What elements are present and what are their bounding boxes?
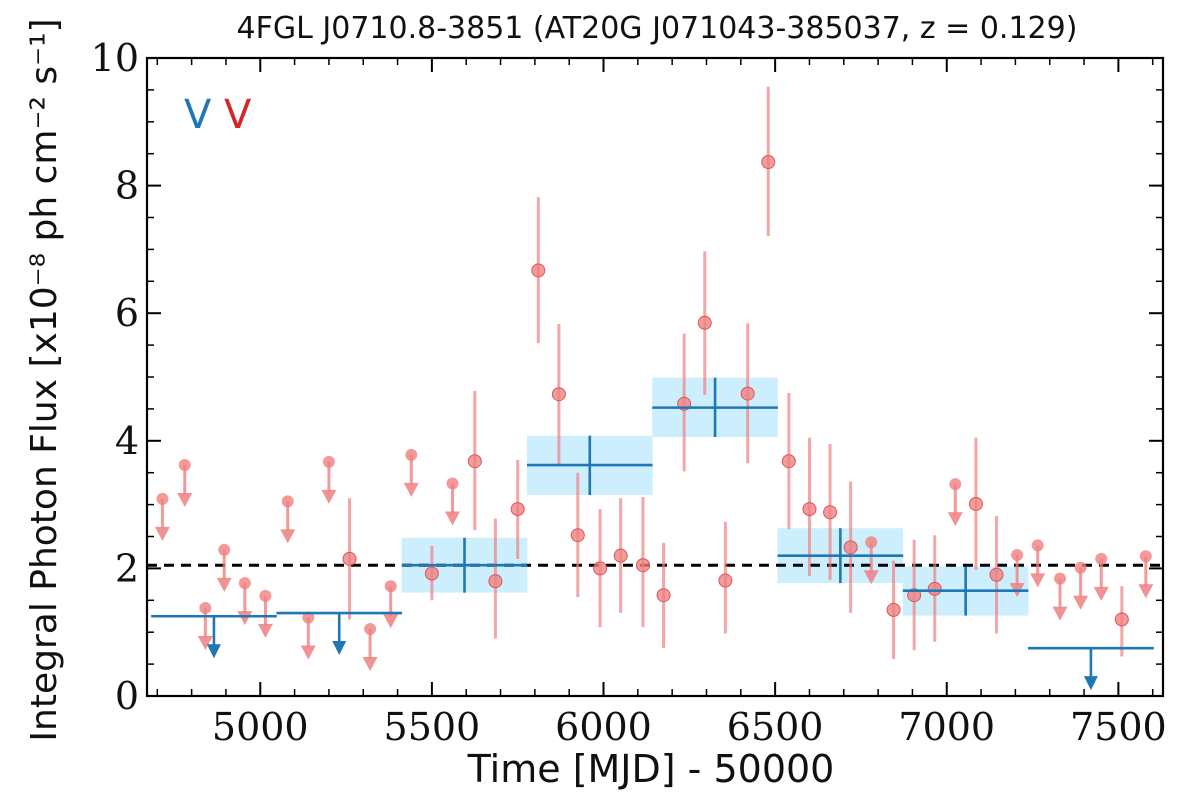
red-upper-limit-arrow [863, 570, 879, 585]
y-tick-label: 8 [115, 164, 139, 208]
legend-entry-red: V [224, 92, 252, 138]
red-upper-limit-point [156, 492, 169, 505]
red-data-point [593, 561, 608, 576]
v-upper-limit-arrow [206, 644, 221, 659]
red-data-point [886, 602, 901, 617]
red-upper-limit-arrow [300, 645, 316, 660]
red-upper-limit-arrow [1138, 584, 1154, 599]
red-upper-limit-point [865, 536, 878, 549]
red-upper-limit-point [259, 589, 272, 602]
y-axis-label: Integral Photon Flux [x10⁻⁸ ph cm⁻² s⁻¹] [24, 18, 65, 741]
red-data-point [570, 528, 585, 543]
red-data-point [802, 502, 817, 517]
red-upper-limit-point [1054, 572, 1067, 585]
red-upper-limit-arrow [1052, 606, 1068, 621]
red-upper-limit-arrow [321, 489, 337, 504]
red-upper-limit-arrow [154, 526, 170, 541]
x-axis-label: Time [MJD] - 50000 [467, 747, 835, 791]
red-upper-limit-arrow [362, 657, 378, 672]
red-data-point [1114, 612, 1129, 627]
red-data-point [656, 588, 671, 603]
red-upper-limit-point [281, 495, 294, 508]
red-upper-limit-point [178, 459, 191, 472]
red-data-point [761, 154, 776, 169]
red-upper-limit-point [1011, 549, 1024, 562]
red-upper-limit-point [322, 455, 335, 468]
red-upper-limit-point [218, 543, 231, 556]
red-data-point [823, 505, 838, 520]
red-data-point [488, 574, 503, 589]
red-upper-limit-arrow [257, 623, 273, 638]
red-upper-limit-arrow [280, 529, 296, 544]
red-upper-limit-point [405, 448, 418, 461]
red-upper-limit-point [199, 601, 212, 614]
red-data-point [467, 454, 482, 469]
red-data-point [781, 454, 796, 469]
y-tick-label: 6 [115, 291, 139, 335]
red-upper-limit-point [364, 623, 377, 636]
red-data-point [718, 573, 733, 588]
red-data-point [968, 496, 983, 511]
red-upper-limit-arrow [383, 614, 399, 629]
red-data-point [551, 387, 566, 402]
red-upper-limit-arrow [1030, 573, 1046, 588]
red-data-point [740, 386, 755, 401]
axes-layer: 5000 5500 6000 6500 7000 7500 0 2 4 6 8 10 [91, 36, 1167, 749]
red-upper-limit-arrow [1073, 595, 1089, 610]
x-tick-label: 5000 [212, 705, 309, 749]
red-upper-limit-arrow [237, 611, 253, 626]
red-upper-limit-point [384, 580, 397, 593]
x-tick-label: 6500 [727, 705, 824, 749]
v-upper-limit-arrow [332, 641, 347, 656]
red-upper-limit-arrow [177, 493, 193, 508]
red-upper-limit-arrow [1093, 586, 1109, 601]
red-upper-limit-point [446, 477, 459, 490]
red-upper-limit-point [1031, 539, 1044, 552]
y-tick-label: 0 [115, 674, 139, 718]
blue-series-layer [151, 377, 1154, 691]
y-tick-label: 10 [91, 36, 139, 80]
x-tick-label: 6000 [555, 705, 652, 749]
red-upper-limit-point [1074, 561, 1087, 574]
y-tick-label: 4 [115, 419, 139, 463]
red-upper-limit-arrow [216, 577, 232, 592]
x-tick-label: 5500 [384, 705, 481, 749]
red-data-point [342, 551, 357, 566]
red-data-point [843, 540, 858, 555]
red-upper-limit-arrow [403, 482, 419, 497]
red-upper-limit-point [1139, 550, 1152, 563]
red-data-point [424, 566, 439, 581]
red-data-point [613, 548, 628, 563]
red-upper-limit-arrow [947, 512, 963, 527]
x-tick-label: 7500 [1070, 705, 1167, 749]
red-upper-limit-point [238, 577, 251, 590]
red-data-point [697, 315, 712, 330]
x-tick-label: 7000 [898, 705, 995, 749]
y-tick-label: 2 [115, 546, 139, 590]
red-upper-limit-point [1095, 552, 1108, 565]
red-upper-limit-point [302, 611, 315, 624]
red-upper-limit-arrow [197, 635, 213, 650]
red-data-point [927, 581, 942, 596]
legend: V V [184, 92, 252, 138]
red-upper-limit-point [949, 478, 962, 491]
red-data-point [531, 263, 546, 278]
chart-title: 4FGL J0710.8-3851 (AT20G J071043-385037,… [237, 11, 1078, 46]
red-data-point [510, 502, 525, 517]
v-upper-limit-arrow [1083, 676, 1098, 691]
red-data-point [635, 558, 650, 573]
legend-entry-blue: V [184, 92, 212, 138]
red-data-point [989, 567, 1004, 582]
red-upper-limit-arrow [444, 511, 460, 526]
red-series-layer [154, 86, 1154, 672]
